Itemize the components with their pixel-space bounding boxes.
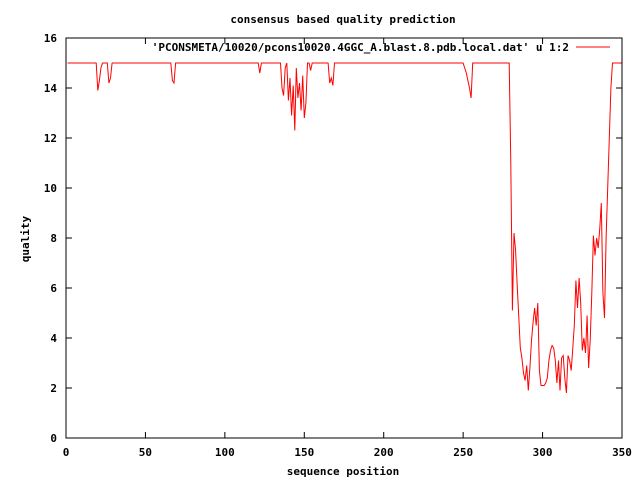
chart-title: consensus based quality prediction <box>230 13 455 26</box>
y-tick-label: 0 <box>50 432 57 445</box>
legend-label: 'PCONSMETA/10020/pcons10020.4GGC_A.blast… <box>152 41 569 54</box>
y-tick-label: 2 <box>50 382 57 395</box>
x-tick-label: 100 <box>215 446 235 459</box>
y-tick-label: 6 <box>50 282 57 295</box>
x-tick-label: 200 <box>374 446 394 459</box>
series-layer <box>67 62 622 394</box>
x-tick-label: 50 <box>139 446 152 459</box>
x-axis-label: sequence position <box>287 465 400 478</box>
plot-frame <box>65 37 623 439</box>
axis-ticks: 0 50 100 150 200 250 300 350 0 2 4 6 8 10 12 14 16 <box>44 32 632 459</box>
y-tick-label: 14 <box>44 82 58 95</box>
x-tick-label: 350 <box>612 446 632 459</box>
series-line <box>67 62 622 394</box>
y-tick-label: 4 <box>50 332 57 345</box>
y-tick-label: 10 <box>44 182 57 195</box>
x-tick-label: 300 <box>533 446 553 459</box>
y-tick-label: 12 <box>44 132 57 145</box>
x-tick-label: 150 <box>294 446 314 459</box>
x-tick-label: 250 <box>453 446 473 459</box>
x-tick-label: 0 <box>63 446 70 459</box>
y-axis-label: quality <box>19 215 32 262</box>
y-tick-label: 8 <box>50 232 57 245</box>
y-tick-label: 16 <box>44 32 58 45</box>
legend: 'PCONSMETA/10020/pcons10020.4GGC_A.blast… <box>152 41 610 54</box>
